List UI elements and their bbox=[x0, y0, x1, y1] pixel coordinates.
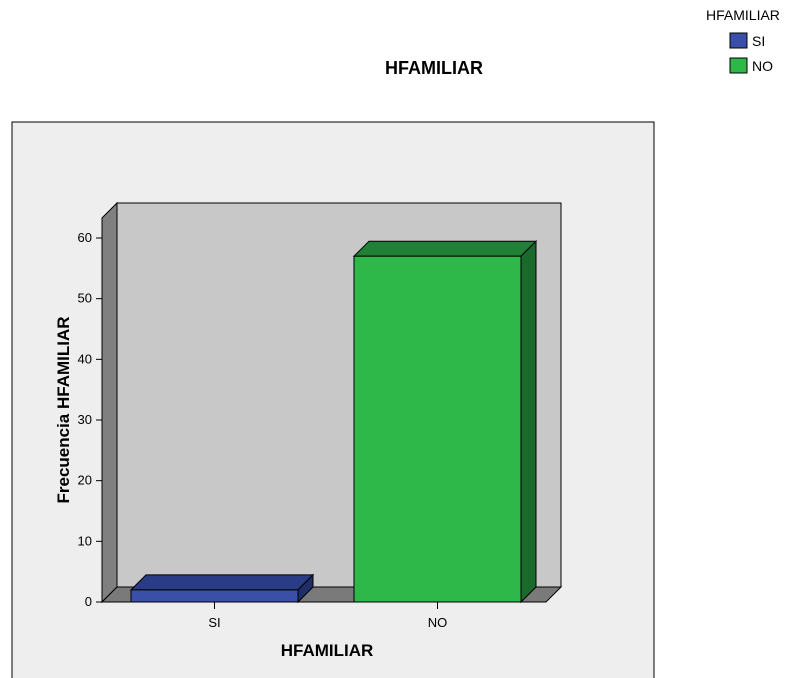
y-tick-label: 30 bbox=[78, 412, 92, 427]
x-tick-label: SI bbox=[208, 615, 220, 630]
y-tick-label: 20 bbox=[78, 473, 92, 488]
y-tick-label: 10 bbox=[78, 533, 92, 548]
legend-title: HFAMILIAR bbox=[706, 7, 780, 23]
y-tick-label: 60 bbox=[78, 230, 92, 245]
x-axis-title: HFAMILIAR bbox=[281, 641, 374, 660]
legend: HFAMILIAR SI NO bbox=[706, 7, 780, 74]
bar-top-face bbox=[352, 240, 538, 257]
y-axis-title: Frecuencia HFAMILIAR bbox=[54, 316, 73, 503]
bar-side-face bbox=[520, 239, 537, 604]
y-tick-label: 0 bbox=[85, 594, 92, 609]
chart-title: HFAMILIAR bbox=[385, 58, 483, 78]
x-axis: SI NO bbox=[102, 601, 546, 630]
y-tick-label: 40 bbox=[78, 351, 92, 366]
y-axis: 0 10 20 30 40 50 60 bbox=[78, 218, 103, 609]
legend-swatch-si bbox=[729, 32, 748, 49]
plot-left-wall bbox=[101, 201, 118, 604]
x-tick-label: NO bbox=[428, 615, 448, 630]
bar-no bbox=[352, 239, 538, 604]
bars bbox=[129, 239, 538, 604]
bar-front-face bbox=[130, 589, 299, 603]
legend-label-no: NO bbox=[752, 58, 773, 74]
bar-top-face bbox=[129, 574, 315, 591]
y-tick-label: 50 bbox=[78, 291, 92, 306]
bar-si bbox=[129, 573, 315, 604]
bar-front-face bbox=[353, 255, 522, 603]
legend-label-si: SI bbox=[752, 33, 765, 49]
legend-swatch-no bbox=[729, 57, 748, 74]
